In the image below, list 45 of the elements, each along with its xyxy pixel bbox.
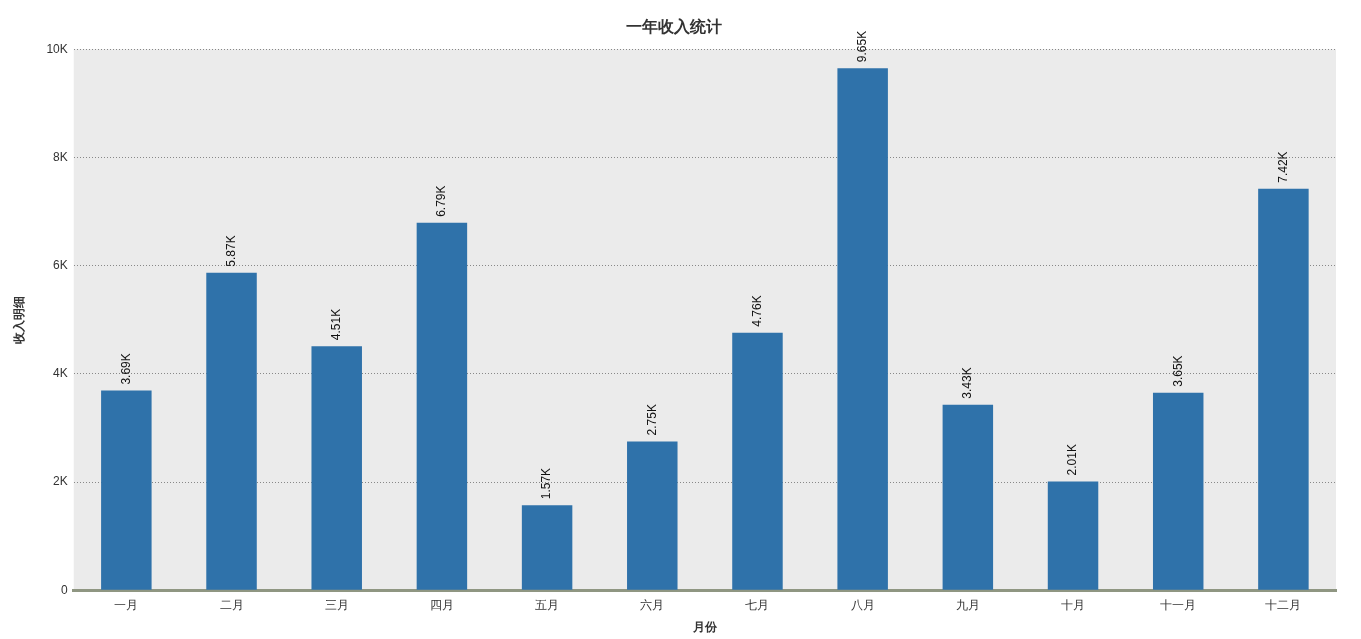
bar	[1152, 392, 1204, 590]
bar	[416, 222, 468, 590]
x-tick-label: 四月	[429, 597, 454, 612]
data-label: 7.42K	[1275, 151, 1290, 183]
bar	[1047, 481, 1099, 590]
x-tick-label: 七月	[745, 597, 770, 612]
data-label: 4.51K	[329, 308, 344, 341]
bar	[521, 505, 573, 590]
bar	[311, 346, 362, 590]
bar	[942, 404, 994, 590]
y-tick-label: 10K	[46, 41, 68, 56]
x-tick-label: 八月	[850, 597, 875, 612]
y-tick-label: 4K	[53, 366, 68, 381]
x-tick-label: 一月	[114, 597, 139, 612]
y-tick-label: 6K	[53, 257, 68, 272]
x-tick-label: 六月	[640, 597, 665, 612]
y-tick-label: 0	[61, 582, 69, 597]
data-label: 4.76K	[749, 295, 764, 327]
data-label: 5.87K	[223, 235, 238, 267]
x-tick-label: 三月	[324, 597, 349, 612]
data-label: 3.69K	[118, 353, 133, 385]
data-label: 1.57K	[539, 467, 554, 500]
y-tick-label: 8K	[53, 149, 68, 164]
data-label: 9.65K	[854, 30, 869, 63]
data-label: 2.01K	[1065, 444, 1080, 476]
x-tick-label: 十月	[1061, 597, 1086, 612]
data-label: 3.65K	[1170, 355, 1185, 387]
y-axis-title: 收入明细	[11, 295, 26, 344]
x-tick-label: 十二月	[1265, 597, 1302, 612]
y-tick-label: 2K	[53, 474, 68, 489]
bar	[837, 68, 888, 590]
bar	[206, 272, 257, 590]
data-label: 6.79K	[434, 185, 449, 217]
x-axis-title: 月份	[691, 620, 718, 635]
x-tick-label: 九月	[955, 597, 980, 612]
data-label: 2.75K	[644, 404, 659, 436]
chart-title: 一年收入统计	[626, 18, 722, 36]
data-label: 3.43K	[960, 367, 975, 399]
bar	[101, 390, 152, 590]
bar	[1258, 188, 1309, 590]
bar	[627, 441, 678, 590]
x-tick-label: 十一月	[1160, 597, 1197, 612]
bar	[732, 332, 783, 590]
x-tick-label: 二月	[219, 597, 244, 612]
x-tick-label: 五月	[535, 597, 560, 612]
